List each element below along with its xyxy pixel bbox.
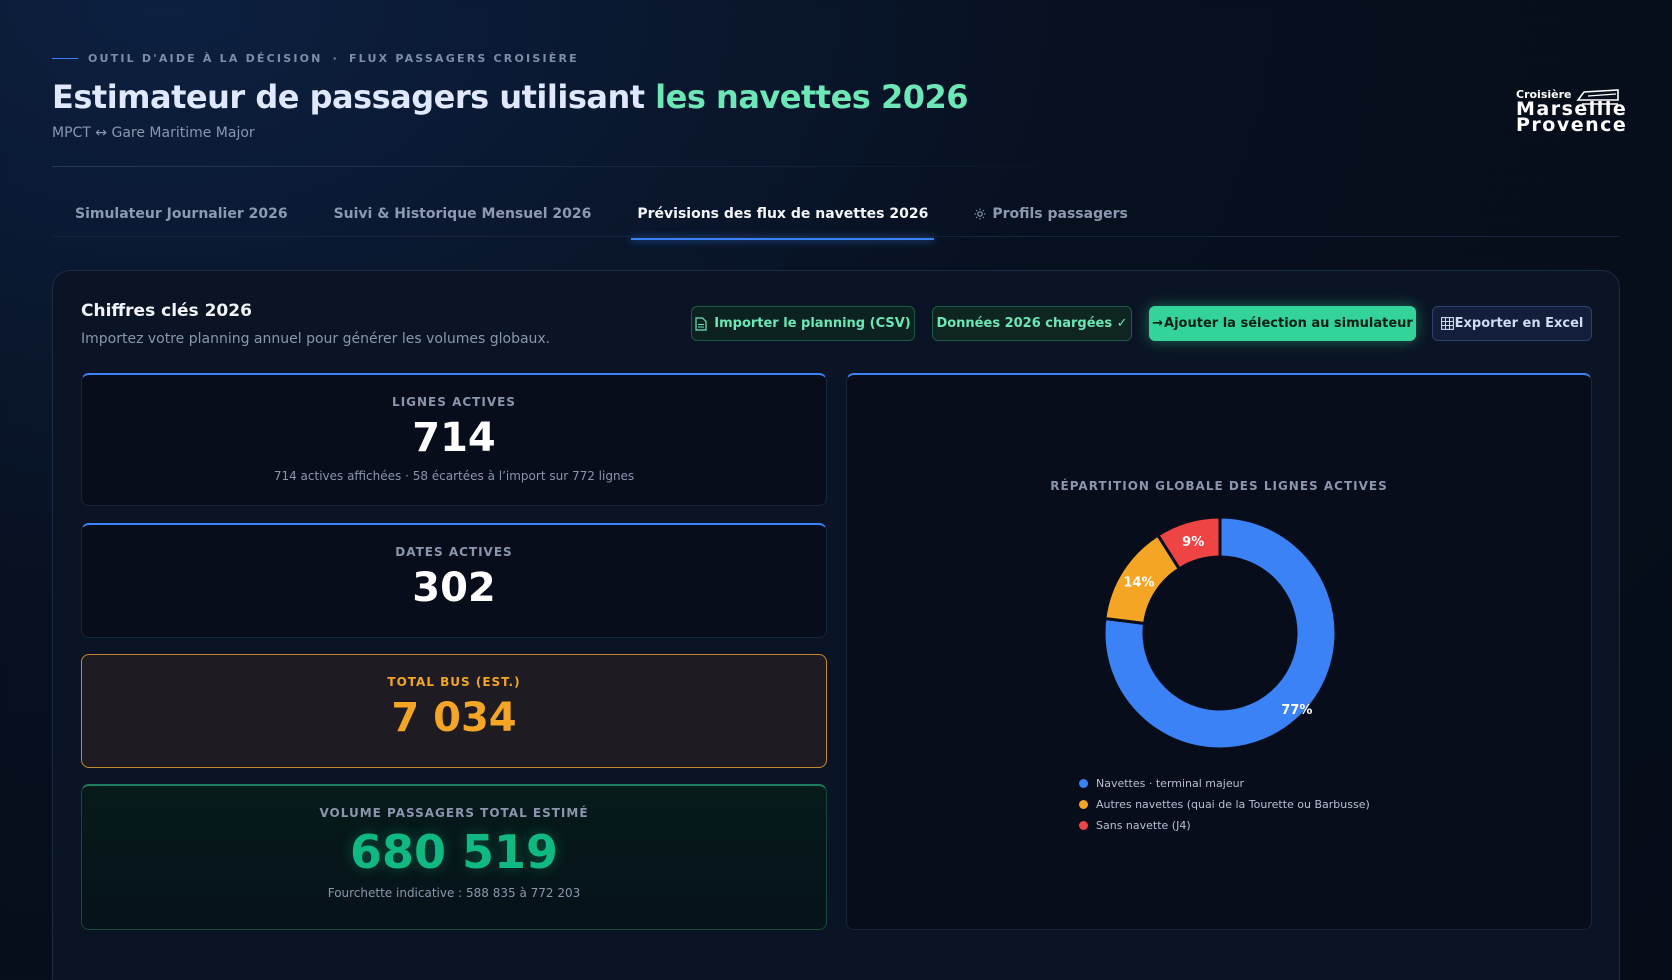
panel-subtitle: Importez votre planning annuel pour géné… bbox=[81, 331, 551, 347]
tab-label: Suivi & Historique Mensuel 2026 bbox=[333, 206, 592, 222]
kpi-total-passengers: VOLUME PASSAGERS TOTAL ESTIMÉ 680 519 Fo… bbox=[81, 784, 827, 930]
import-csv-button[interactable]: Importer le planning (CSV) bbox=[691, 306, 915, 341]
tab-label: Prévisions des flux de navettes 2026 bbox=[637, 206, 929, 222]
grid-icon bbox=[1440, 317, 1454, 330]
data-loaded-button[interactable]: Données 2026 chargées ✓ bbox=[932, 306, 1132, 341]
legend-label: Navettes · terminal majeur bbox=[1096, 777, 1245, 790]
tab-monthly-history[interactable]: Suivi & Historique Mensuel 2026 bbox=[311, 196, 615, 240]
kpi-note: Fourchette indicative : 588 835 à 772 20… bbox=[327, 886, 581, 900]
kpi-value: 302 bbox=[412, 565, 496, 611]
legend-item[interactable]: Autres navettes (quai de la Tourette ou … bbox=[1079, 794, 1370, 815]
page-title: Estimateur de passagers utilisant les na… bbox=[52, 78, 969, 116]
kpi-value: 714 bbox=[412, 415, 496, 461]
import-csv-label: Importer le planning (CSV) bbox=[714, 316, 911, 331]
donut-slice-1[interactable] bbox=[1102, 515, 1338, 751]
chart-legend: Navettes · terminal majeur Autres navette… bbox=[1079, 773, 1370, 836]
eyebrow-left: OUTIL D'AIDE À LA DÉCISION bbox=[88, 52, 323, 65]
file-icon bbox=[695, 316, 707, 331]
legend-item[interactable]: Sans navette (J4) bbox=[1079, 815, 1370, 836]
legend-label: Sans navette (J4) bbox=[1096, 819, 1191, 832]
panel-title: Chiffres clés 2026 bbox=[81, 301, 252, 321]
page-title-part1: Estimateur de passagers utilisant bbox=[52, 78, 656, 116]
legend-label: Autres navettes (quai de la Tourette ou … bbox=[1096, 798, 1370, 811]
logo-line2: Provence bbox=[1516, 114, 1628, 136]
brand-logo: Croisière Marseille Provence bbox=[1516, 88, 1628, 136]
tab-daily-simulator[interactable]: Simulateur Journalier 2026 bbox=[52, 196, 311, 240]
legend-dot bbox=[1079, 800, 1088, 809]
tab-shuttle-forecast[interactable]: Prévisions des flux de navettes 2026 bbox=[614, 196, 951, 240]
distribution-chart-card: RÉPARTITION GLOBALE DES LIGNES ACTIVES 7… bbox=[846, 373, 1592, 930]
ship-icon bbox=[1576, 89, 1619, 105]
eyebrow: OUTIL D'AIDE À LA DÉCISION · FLUX PASSAG… bbox=[52, 52, 579, 65]
arrow-right-icon: → bbox=[1152, 316, 1164, 331]
eyebrow-right: FLUX PASSAGERS CROISIÈRE bbox=[348, 52, 579, 65]
donut-slice-label-3: 9% bbox=[1182, 535, 1204, 550]
donut-slice-3[interactable] bbox=[1155, 515, 1222, 571]
tab-label: Profils passagers bbox=[992, 206, 1128, 222]
eyebrow-rule bbox=[52, 58, 78, 59]
page-subtitle: MPCT ↔ Gare Maritime Major bbox=[52, 125, 255, 141]
export-excel-label: Exporter en Excel bbox=[1454, 316, 1584, 331]
tab-divider bbox=[52, 236, 1620, 237]
legend-dot bbox=[1079, 821, 1088, 830]
key-figures-panel: Chiffres clés 2026 Importez votre planni… bbox=[52, 270, 1620, 980]
tab-bar: Simulateur Journalier 2026 Suivi & Histo… bbox=[52, 196, 1151, 240]
kpi-value: 7 034 bbox=[391, 695, 517, 741]
kpi-label: LIGNES ACTIVES bbox=[392, 395, 516, 409]
kpi-total-bus: TOTAL BUS (EST.) 7 034 bbox=[81, 654, 827, 768]
kpi-value: 680 519 bbox=[349, 825, 559, 879]
sun-icon bbox=[974, 208, 986, 220]
chart-title: RÉPARTITION GLOBALE DES LIGNES ACTIVES bbox=[1050, 479, 1388, 493]
add-to-simulator-label: Ajouter la sélection au simulateur bbox=[1164, 316, 1413, 331]
donut-chart: 77% 14% 9% bbox=[1102, 515, 1338, 751]
kpi-label: TOTAL BUS (EST.) bbox=[387, 675, 521, 689]
tab-passenger-profiles[interactable]: Profils passagers bbox=[951, 196, 1151, 240]
kpi-label: VOLUME PASSAGERS TOTAL ESTIMÉ bbox=[319, 806, 589, 820]
donut-slice-label-2: 14% bbox=[1123, 576, 1154, 591]
donut-slice-label-1: 77% bbox=[1281, 703, 1312, 718]
legend-dot bbox=[1079, 779, 1088, 788]
kpi-label: DATES ACTIVES bbox=[395, 545, 513, 559]
kpi-active-lines: LIGNES ACTIVES 714 714 actives affichées… bbox=[81, 373, 827, 506]
kpi-active-dates: DATES ACTIVES 302 bbox=[81, 523, 827, 638]
tab-label: Simulateur Journalier 2026 bbox=[75, 206, 288, 222]
header-divider bbox=[52, 166, 1132, 167]
data-loaded-label: Données 2026 chargées ✓ bbox=[936, 316, 1128, 331]
eyebrow-separator: · bbox=[332, 52, 339, 65]
page-title-part2: les navettes 2026 bbox=[655, 78, 969, 116]
add-to-simulator-button[interactable]: → Ajouter la sélection au simulateur bbox=[1149, 306, 1416, 341]
logo-small-text: Croisière bbox=[1516, 88, 1572, 101]
export-excel-button[interactable]: Exporter en Excel bbox=[1432, 306, 1592, 341]
legend-item[interactable]: Navettes · terminal majeur bbox=[1079, 773, 1370, 794]
kpi-note: 714 actives affichées · 58 écartées à l’… bbox=[273, 469, 635, 483]
